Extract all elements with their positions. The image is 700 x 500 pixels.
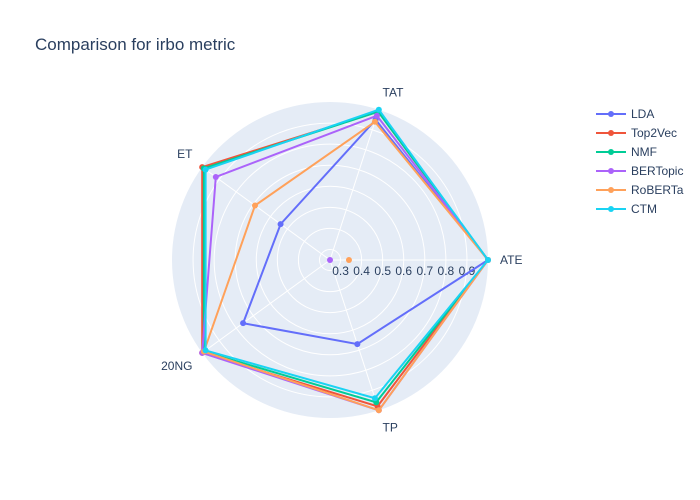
legend-item-lda[interactable]: LDA (596, 107, 654, 121)
legend-item-roberta[interactable]: RoBERTa (596, 183, 684, 197)
data-point (371, 118, 378, 125)
data-point (240, 320, 247, 327)
legend-marker (608, 168, 614, 174)
data-point (252, 202, 259, 209)
data-point (212, 174, 219, 181)
data-point (373, 112, 380, 119)
axis-label-tp: TP (383, 421, 398, 435)
legend-marker (608, 206, 614, 212)
legend: LDA Top2Vec NMF BERTopic RoBERTa CTM (596, 107, 684, 216)
data-point (354, 341, 361, 348)
legend-marker (608, 130, 614, 136)
legend-label: RoBERTa (631, 183, 684, 197)
legend-label: CTM (631, 202, 657, 216)
data-point (371, 395, 378, 402)
legend-label: NMF (631, 145, 657, 159)
legend-label: BERTopic (631, 164, 683, 178)
data-point (375, 407, 382, 414)
series-line (202, 110, 490, 404)
series-line (241, 118, 490, 346)
series-line (202, 120, 490, 412)
legend-marker (608, 111, 614, 117)
angular-gridline (201, 166, 331, 261)
radial-tick-label: 0.4 (353, 264, 370, 278)
data-point (327, 257, 333, 263)
series-ctm (202, 106, 491, 402)
axis-label-tat: TAT (383, 85, 405, 99)
data-point (202, 166, 209, 173)
legend-item-top2vec[interactable]: Top2Vec (596, 126, 677, 140)
data-point (485, 257, 491, 263)
data-point (277, 221, 284, 228)
radial-tick-label: 0.7 (416, 264, 433, 278)
legend-label: LDA (631, 107, 654, 121)
data-point (202, 347, 209, 354)
legend-label: Top2Vec (631, 126, 677, 140)
axis-labels: ATE TAT ET 20NG TP (161, 85, 522, 434)
legend-item-bertopic[interactable]: BERTopic (596, 164, 683, 178)
legend-item-ctm[interactable]: CTM (596, 202, 657, 216)
axis-label-ate: ATE (500, 253, 522, 267)
radial-tick-label: 0.5 (374, 264, 391, 278)
radial-tick-label: 0.9 (459, 264, 476, 278)
legend-marker (608, 149, 614, 155)
data-point (345, 257, 352, 263)
radial-tick-label: 0.3 (332, 264, 349, 278)
legend-item-nmf[interactable]: NMF (596, 145, 657, 159)
axis-label-20ng: 20NG (161, 359, 192, 373)
series-layer (199, 106, 491, 414)
axis-label-et: ET (177, 147, 193, 161)
chart-title: Comparison for irbo metric (35, 35, 236, 54)
angular-gridline (201, 259, 331, 354)
radial-tick-label: 0.8 (438, 264, 455, 278)
data-point (375, 106, 382, 113)
legend-marker (608, 187, 614, 193)
angular-gridline (329, 259, 380, 411)
angular-gridline (329, 109, 380, 261)
radial-tick-label: 0.6 (395, 264, 412, 278)
series-line (204, 108, 490, 400)
